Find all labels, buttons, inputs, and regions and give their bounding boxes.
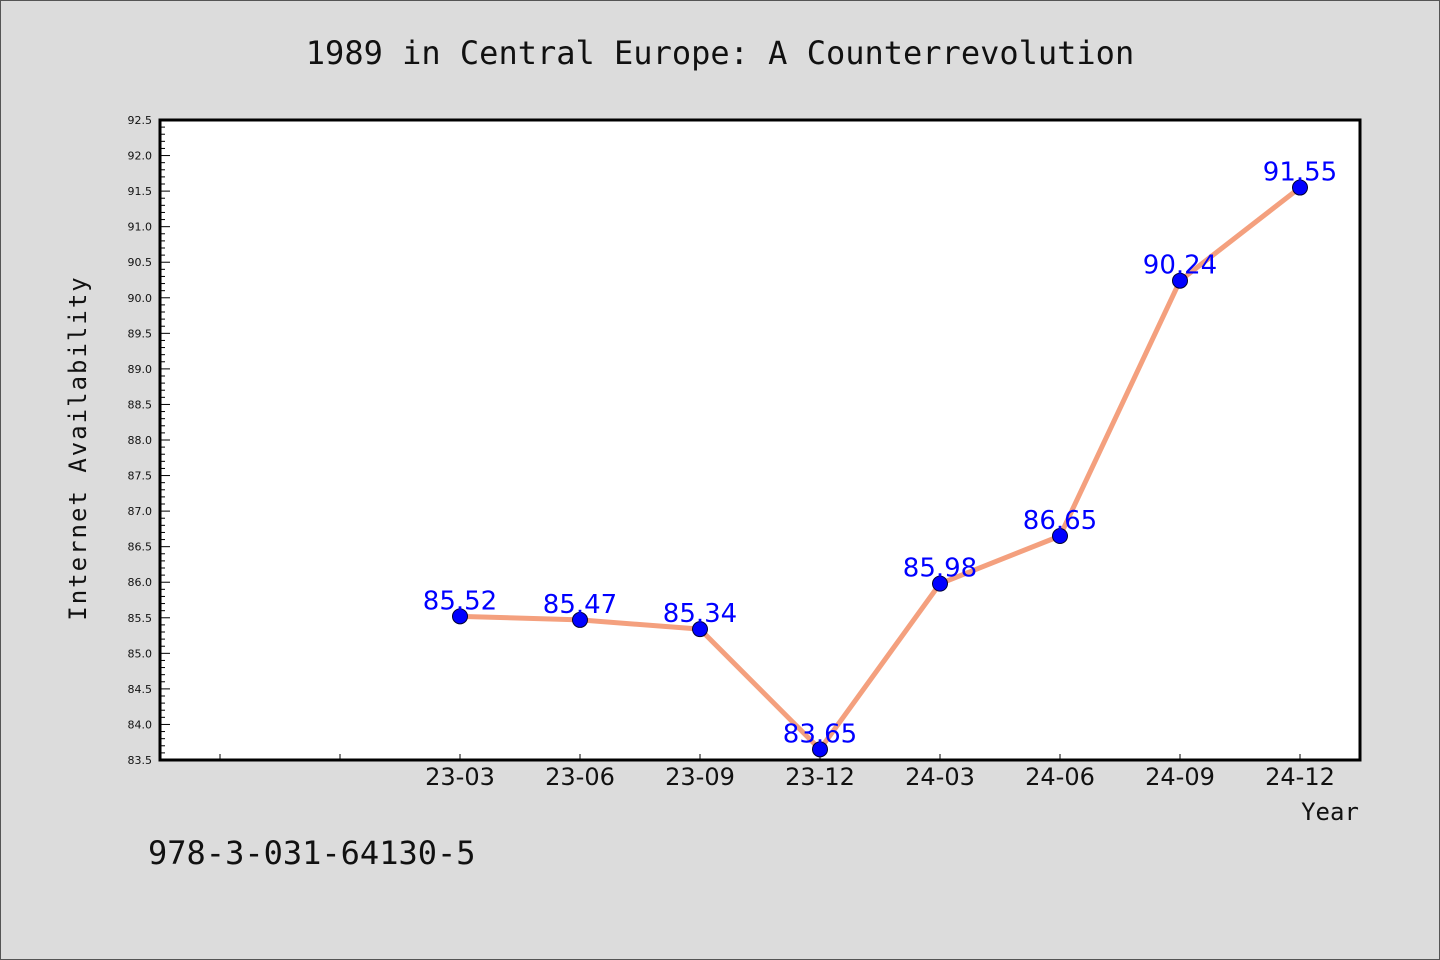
plot-area — [160, 120, 1360, 760]
y-tick-label: 90.0 — [128, 292, 153, 305]
chart-title: 1989 in Central Europe: A Counterrevolut… — [306, 34, 1134, 72]
y-tick-label: 84.0 — [128, 718, 153, 731]
data-label: 91.55 — [1263, 158, 1337, 188]
data-point — [572, 611, 588, 628]
data-point — [1292, 179, 1308, 196]
y-tick-label: 88.0 — [128, 434, 153, 447]
isbn-footer: 978-3-031-64130-5 — [148, 834, 476, 872]
y-tick-label: 87.5 — [128, 470, 153, 483]
data-label: 85.47 — [543, 590, 617, 620]
y-axis-label: Internet Availability — [64, 275, 92, 620]
y-tick-label: 92.0 — [128, 150, 153, 163]
data-label: 83.65 — [783, 719, 857, 749]
y-tick-label: 92.5 — [128, 114, 153, 127]
y-tick-label: 87.0 — [128, 505, 153, 518]
data-label: 86.65 — [1023, 506, 1097, 536]
x-tick-label: 23-06 — [545, 763, 615, 791]
x-tick-label: 24-06 — [1025, 763, 1095, 791]
series-line — [459, 185, 1302, 752]
data-label: 90.24 — [1143, 251, 1217, 281]
data-point — [692, 621, 708, 638]
x-axis-label: Year — [1301, 798, 1359, 826]
x-tick-label: 24-03 — [905, 763, 975, 791]
x-tick-label: 23-03 — [425, 763, 495, 791]
y-tick-label: 91.5 — [128, 185, 153, 198]
y-tick-label: 89.5 — [128, 327, 153, 340]
data-point — [932, 575, 948, 592]
data-point — [452, 608, 468, 625]
data-markers — [452, 179, 1308, 758]
x-tick-label: 24-09 — [1145, 763, 1215, 791]
data-point — [812, 741, 828, 758]
data-label: 85.52 — [423, 586, 497, 616]
x-tick-label: 23-12 — [785, 763, 855, 791]
y-tick-label: 89.0 — [128, 363, 153, 376]
plot-border — [158, 118, 1362, 762]
x-axis: 23-03 23-06 23-09 23-12 24-03 24-06 24-09 24-12 — [219, 754, 1335, 791]
data-labels: 85.52 85.47 85.34 83.65 85.98 86.65 90.24 91.55 — [423, 158, 1337, 750]
x-tick-label: 23-09 — [665, 763, 735, 791]
y-tick-label: 83.5 — [128, 754, 153, 767]
y-tick-label: 84.5 — [128, 683, 153, 696]
y-axis: 83.5 84.0 84.5 85.0 85.5 86.0 86.5 87.0 87.5 88.0… — [128, 114, 170, 767]
y-tick-label: 91.0 — [128, 221, 153, 234]
x-tick-label: 24-12 — [1265, 763, 1335, 791]
y-tick-label: 88.5 — [128, 398, 153, 411]
y-tick-label: 86.5 — [128, 541, 153, 554]
y-tick-label: 85.5 — [128, 612, 153, 625]
data-label: 85.98 — [903, 554, 977, 584]
data-point — [1052, 528, 1068, 544]
y-tick-label: 86.0 — [128, 576, 153, 589]
data-label: 85.34 — [663, 599, 737, 629]
y-tick-label: 85.0 — [128, 647, 153, 660]
y-tick-label: 90.5 — [128, 256, 153, 269]
data-point — [1172, 272, 1188, 289]
